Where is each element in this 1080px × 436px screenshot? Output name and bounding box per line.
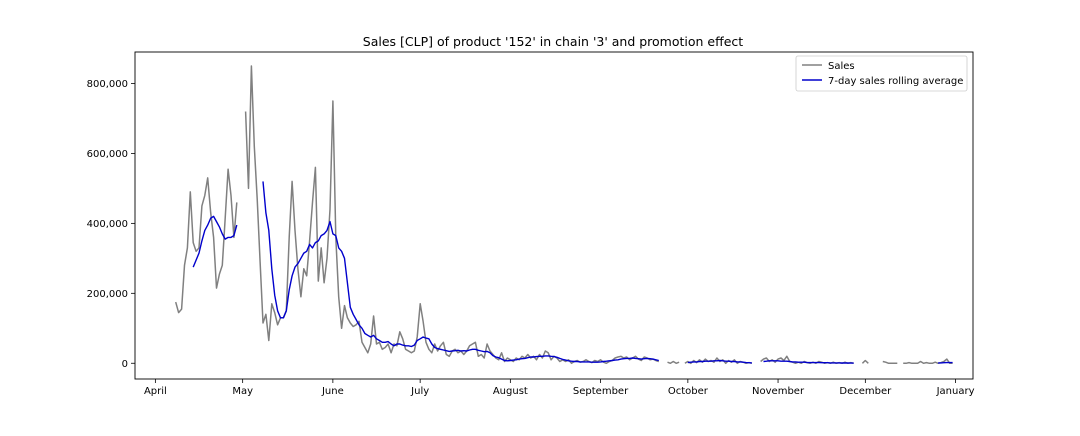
series-line-sales-segment-2 [668, 362, 680, 364]
legend-label-rolling-average: 7-day sales rolling average [828, 76, 963, 87]
series-layer [176, 66, 953, 363]
series-line-7-day-sales-rolling-average-segment-1 [263, 181, 659, 362]
x-tick-label: June [321, 386, 344, 397]
legend: Sales 7-day sales rolling average [796, 56, 967, 91]
y-axis: 0 200,000 400,000 600,000 800,000 [87, 79, 135, 370]
x-tick-label: October [668, 386, 709, 397]
series-line-sales-segment-6 [883, 362, 898, 364]
x-tick-label: December [839, 386, 892, 397]
series-line-sales-segment-0 [176, 169, 237, 312]
series-line-7-day-sales-rolling-average-segment-3 [764, 361, 854, 363]
y-tick-label: 200,000 [87, 289, 128, 300]
y-tick-label: 400,000 [87, 219, 128, 230]
x-axis: April May June July August September October No… [144, 379, 975, 397]
series-line-sales-segment-5 [862, 361, 868, 364]
x-tick-label: July [410, 386, 429, 397]
x-tick-label: September [573, 386, 629, 397]
plot-area-frame [135, 52, 973, 379]
legend-label-sales: Sales [828, 61, 855, 72]
x-tick-label: April [144, 386, 167, 397]
chart-title: Sales [CLP] of product '152' in chain '3… [363, 34, 744, 49]
y-tick-label: 0 [122, 359, 128, 370]
y-tick-label: 800,000 [87, 79, 128, 90]
x-tick-label: May [232, 386, 253, 397]
x-tick-label: August [493, 386, 528, 397]
series-line-sales-segment-1 [246, 66, 659, 363]
y-tick-label: 600,000 [87, 149, 128, 160]
x-tick-label: November [752, 386, 805, 397]
x-tick-label: January [936, 386, 975, 397]
